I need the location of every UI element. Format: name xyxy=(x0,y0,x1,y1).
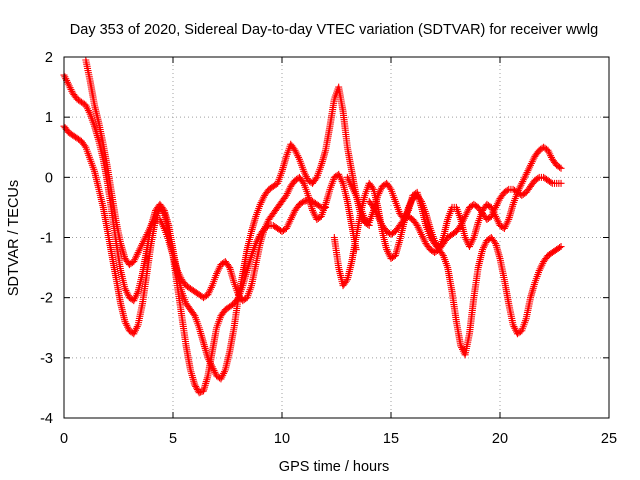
x-tick-label: 25 xyxy=(601,431,617,447)
data-point xyxy=(556,244,564,252)
series-4 xyxy=(330,179,565,359)
data-point xyxy=(150,217,158,225)
x-tick-label: 0 xyxy=(60,431,68,447)
y-tick-label: -1 xyxy=(40,231,53,247)
data-point xyxy=(368,184,376,192)
data-point xyxy=(503,186,511,194)
data-point xyxy=(197,388,205,396)
data-point xyxy=(193,384,201,392)
y-tick-label: 2 xyxy=(45,50,53,66)
x-tick-label: 10 xyxy=(274,431,290,447)
plot-frame xyxy=(63,56,610,419)
data-point xyxy=(557,243,565,251)
data-point xyxy=(438,250,446,258)
data-point xyxy=(312,175,320,183)
x-tick-label: 15 xyxy=(383,431,399,447)
y-tick-label: -2 xyxy=(40,291,53,307)
x-tick-label: 5 xyxy=(169,431,177,447)
y-tick-label: -4 xyxy=(40,411,53,427)
data-point xyxy=(386,184,394,192)
y-axis-label: SDTVAR / TECUs xyxy=(6,180,22,296)
data-point xyxy=(191,381,199,389)
tick-labels: 0 5 10 15 20 25 -4 -3 -2 -1 0 1 2 xyxy=(40,50,617,447)
data-point xyxy=(491,238,499,246)
data-point xyxy=(195,389,203,397)
series-6 xyxy=(365,173,565,257)
data-point xyxy=(557,164,565,172)
data-point xyxy=(299,178,307,186)
data-point xyxy=(192,382,200,390)
data-point xyxy=(534,174,542,182)
data-point xyxy=(298,198,306,206)
data-point xyxy=(342,277,350,285)
data-point xyxy=(557,179,565,187)
data-point xyxy=(225,262,233,270)
x-tick-label: 20 xyxy=(492,431,508,447)
chart-title: Day 353 of 2020, Sidereal Day-to-day VTE… xyxy=(70,22,598,38)
data-point xyxy=(81,142,89,150)
data-point xyxy=(190,310,198,318)
data-points xyxy=(60,56,565,397)
y-tick-label: 1 xyxy=(45,110,53,126)
data-point xyxy=(547,178,555,186)
y-tick-label: 0 xyxy=(45,170,53,186)
x-axis-label: GPS time / hours xyxy=(279,459,389,475)
y-tick-label: -3 xyxy=(40,351,53,367)
data-point xyxy=(556,163,564,171)
data-point xyxy=(159,208,167,216)
